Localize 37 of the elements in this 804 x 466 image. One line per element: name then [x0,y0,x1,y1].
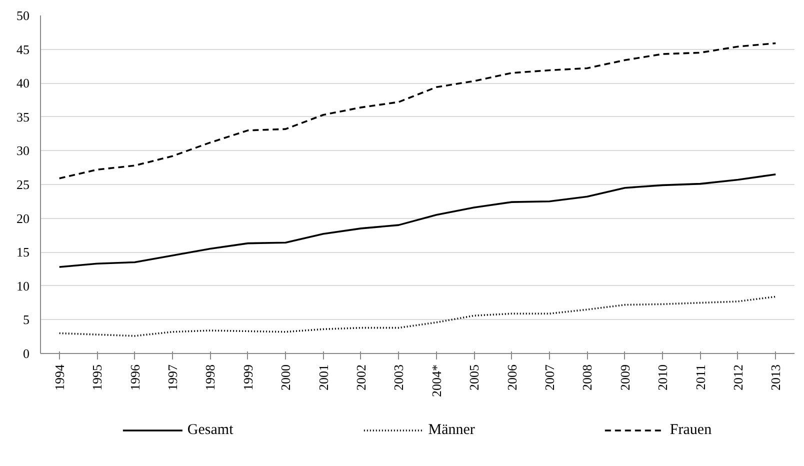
x-tick-label: 2009 [617,364,632,390]
x-tick-label: 2006 [504,364,520,390]
x-tick-label: 2005 [466,364,482,390]
x-tick-label: 1994 [52,364,67,390]
y-tick-label: 10 [16,278,30,294]
y-tick-label: 20 [16,210,30,226]
x-tick-label: 2008 [580,364,595,390]
y-tick-label: 35 [16,109,30,124]
y-tick-label: 15 [16,244,30,260]
x-tick-label: 2000 [278,364,294,390]
y-tick-label: 50 [16,8,30,23]
x-tick-label: 1997 [164,364,180,390]
x-tick-label: 1996 [127,364,142,390]
y-tick-label: 0 [23,346,30,361]
y-tick-label: 45 [16,42,30,57]
x-tick-label: 2011 [692,364,708,390]
y-tick-label: 40 [16,76,30,91]
y-tick-label: 25 [16,177,30,192]
line-series [58,42,777,180]
y-tick-label: 30 [16,143,30,158]
x-tick-label: 2004* [428,364,444,397]
x-tick-label: 2012 [730,364,746,390]
x-tick-label: 1995 [90,364,105,390]
x-tick-label: 2002 [353,364,368,390]
x-tick-label: 2003 [391,364,406,390]
y-tick-label: 5 [23,312,30,328]
x-tick-label: 2001 [316,364,331,390]
legend-label: Frauen [670,422,712,438]
line-series [58,296,777,337]
x-tick-label: 1999 [240,364,256,390]
legend-label: Gesamt [187,422,234,438]
x-tick-label: 2010 [655,364,670,390]
x-tick-label: 2007 [542,364,557,390]
line-series [58,173,777,268]
legend-label: Männer [428,422,475,438]
x-tick-label: 1998 [202,364,218,390]
x-tick-label: 2013 [768,364,784,390]
